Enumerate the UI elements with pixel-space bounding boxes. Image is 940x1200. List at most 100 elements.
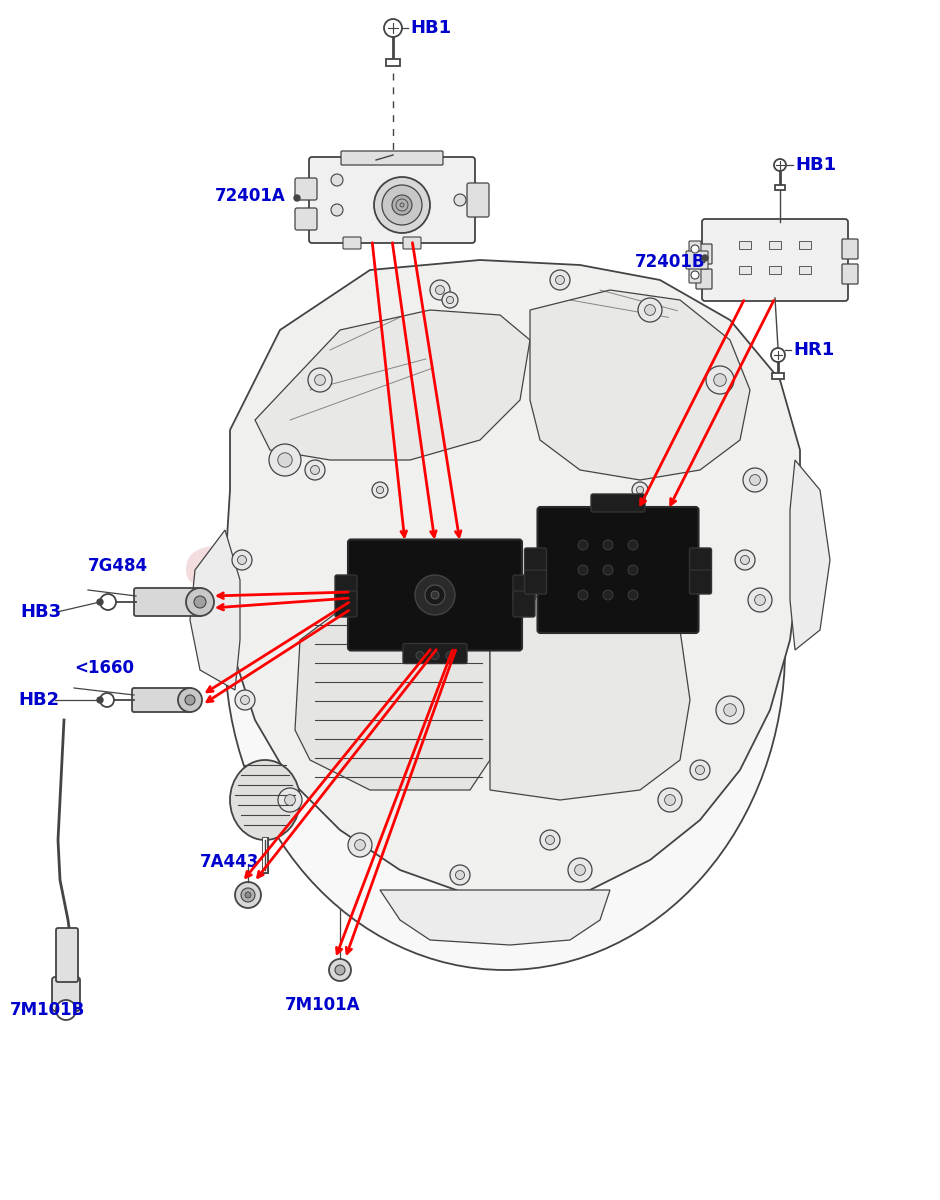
Circle shape [431, 590, 439, 599]
Circle shape [691, 245, 699, 253]
Bar [772, 373, 784, 379]
Circle shape [232, 550, 252, 570]
FancyBboxPatch shape [295, 208, 317, 230]
FancyBboxPatch shape [696, 244, 712, 264]
Polygon shape [530, 290, 750, 480]
Circle shape [716, 696, 744, 724]
Text: 7G484: 7G484 [88, 557, 149, 575]
Circle shape [690, 760, 710, 780]
Circle shape [194, 596, 206, 608]
FancyBboxPatch shape [295, 178, 317, 200]
Circle shape [603, 565, 613, 575]
FancyBboxPatch shape [341, 151, 443, 164]
Circle shape [235, 690, 255, 710]
Circle shape [310, 466, 320, 474]
Bar [769, 266, 781, 274]
Text: 7M101B: 7M101B [10, 1001, 86, 1019]
Bar [775, 185, 785, 190]
Circle shape [305, 460, 325, 480]
Circle shape [578, 565, 588, 575]
Text: <1660: <1660 [74, 659, 134, 677]
Circle shape [454, 194, 466, 206]
Circle shape [603, 590, 613, 600]
FancyBboxPatch shape [690, 570, 712, 594]
Circle shape [628, 540, 638, 550]
Bar [769, 241, 781, 248]
FancyBboxPatch shape [467, 182, 489, 217]
Circle shape [435, 286, 445, 294]
Circle shape [278, 452, 292, 467]
Circle shape [735, 550, 755, 570]
FancyBboxPatch shape [335, 575, 357, 601]
Circle shape [294, 194, 300, 200]
Circle shape [376, 486, 384, 493]
Circle shape [545, 835, 555, 845]
Polygon shape [225, 260, 800, 900]
FancyBboxPatch shape [842, 239, 858, 259]
FancyBboxPatch shape [690, 548, 712, 572]
Circle shape [348, 833, 372, 857]
Circle shape [308, 368, 332, 392]
FancyBboxPatch shape [403, 236, 421, 248]
FancyBboxPatch shape [525, 548, 546, 572]
Circle shape [578, 540, 588, 550]
Circle shape [628, 565, 638, 575]
Circle shape [97, 697, 103, 703]
Circle shape [245, 892, 251, 898]
Circle shape [185, 695, 195, 704]
Text: 7M101A: 7M101A [285, 996, 361, 1014]
Text: HB2: HB2 [18, 691, 59, 709]
Circle shape [658, 788, 682, 812]
Circle shape [743, 468, 767, 492]
Circle shape [568, 858, 592, 882]
Circle shape [556, 276, 565, 284]
Circle shape [702, 254, 708, 260]
Circle shape [269, 444, 301, 476]
Text: HB1: HB1 [410, 19, 451, 37]
Text: scuderia: scuderia [177, 522, 763, 638]
Circle shape [724, 703, 736, 716]
FancyBboxPatch shape [513, 575, 535, 601]
Circle shape [238, 556, 246, 564]
Ellipse shape [230, 760, 300, 840]
Circle shape [713, 373, 727, 386]
Circle shape [741, 556, 749, 564]
Circle shape [431, 652, 439, 660]
Polygon shape [490, 590, 690, 800]
Circle shape [100, 692, 114, 707]
Circle shape [331, 204, 343, 216]
Circle shape [748, 588, 772, 612]
Bar [386, 59, 400, 66]
Circle shape [335, 965, 345, 974]
Circle shape [755, 594, 765, 605]
Circle shape [178, 688, 202, 712]
Circle shape [241, 888, 255, 902]
Circle shape [774, 158, 786, 170]
Circle shape [56, 1000, 76, 1020]
Circle shape [331, 174, 343, 186]
Circle shape [372, 482, 388, 498]
FancyBboxPatch shape [689, 241, 701, 257]
Circle shape [638, 298, 662, 322]
Circle shape [416, 652, 424, 660]
FancyBboxPatch shape [696, 269, 712, 289]
Circle shape [285, 794, 295, 805]
FancyBboxPatch shape [52, 977, 80, 1010]
Circle shape [442, 292, 458, 308]
Circle shape [425, 584, 445, 605]
Circle shape [578, 590, 588, 600]
Bar [739, 241, 751, 248]
Circle shape [241, 696, 249, 704]
FancyBboxPatch shape [403, 643, 467, 664]
Circle shape [540, 830, 560, 850]
FancyBboxPatch shape [309, 157, 475, 242]
Circle shape [771, 348, 785, 362]
FancyBboxPatch shape [702, 218, 848, 301]
Bar [799, 266, 811, 274]
FancyBboxPatch shape [842, 264, 858, 284]
Circle shape [315, 374, 325, 385]
FancyBboxPatch shape [591, 494, 645, 512]
Circle shape [628, 590, 638, 600]
Circle shape [749, 474, 760, 485]
FancyBboxPatch shape [132, 688, 192, 712]
